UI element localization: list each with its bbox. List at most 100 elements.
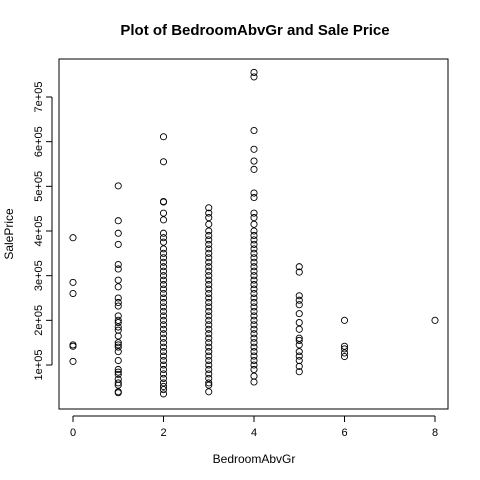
- data-point: [114, 365, 122, 374]
- data-point: [205, 381, 213, 389]
- data-point: [295, 348, 303, 356]
- data-point: [159, 361, 168, 369]
- data-point: [205, 263, 213, 271]
- y-tick-label: 6e+05: [33, 126, 45, 157]
- data-point: [69, 278, 77, 286]
- data-point: [205, 374, 213, 382]
- data-point: [114, 341, 122, 349]
- data-point: [205, 316, 213, 324]
- data-point: [159, 158, 168, 166]
- data-point: [114, 319, 122, 327]
- data-point: [340, 352, 349, 361]
- data-point: [114, 276, 122, 284]
- data-point: [205, 236, 213, 244]
- data-point: [205, 214, 213, 222]
- data-point: [250, 126, 258, 135]
- data-point: [250, 289, 258, 298]
- data-point: [114, 323, 122, 331]
- data-point: [159, 276, 168, 284]
- y-tick-label: 4e+05: [33, 216, 45, 247]
- data-point: [159, 234, 168, 242]
- data-point: [205, 379, 213, 387]
- data-point: [159, 334, 168, 342]
- data-point: [159, 198, 168, 206]
- data-point: [159, 321, 168, 329]
- data-point: [205, 303, 213, 311]
- data-point: [159, 294, 168, 302]
- data-point: [205, 298, 213, 307]
- y-tick-label: 7e+05: [33, 82, 45, 113]
- data-point: [250, 249, 258, 257]
- x-tick-label: 8: [432, 427, 438, 439]
- data-point: [114, 343, 122, 351]
- data-point: [159, 281, 168, 289]
- data-point: [114, 356, 122, 365]
- data-point: [114, 302, 122, 310]
- data-point: [159, 343, 168, 351]
- y-tick-label: 3e+05: [33, 260, 45, 291]
- chart-title: Plot of BedroomAbvGr and Sale Price: [120, 22, 389, 39]
- data-point: [250, 267, 258, 275]
- data-point: [205, 281, 213, 289]
- data-point: [159, 356, 168, 365]
- data-point: [159, 316, 168, 324]
- data-point: [250, 356, 258, 365]
- data-point: [250, 325, 258, 333]
- data-point: [114, 240, 122, 248]
- data-point: [250, 343, 258, 351]
- data-point: [295, 336, 303, 344]
- x-tick-label: 4: [251, 427, 257, 439]
- data-point: [114, 332, 122, 340]
- data-point: [250, 365, 258, 374]
- data-point: [205, 249, 213, 257]
- data-point: [159, 289, 168, 298]
- data-point: [114, 260, 122, 269]
- data-point: [159, 216, 168, 224]
- data-point: [295, 268, 303, 276]
- data-point: [250, 361, 258, 369]
- data-point: [205, 343, 213, 351]
- data-point: [250, 214, 258, 222]
- data-point: [205, 267, 213, 275]
- data-point: [159, 298, 168, 307]
- data-point: [250, 231, 258, 240]
- data-point: [295, 334, 303, 342]
- data-point: [159, 245, 168, 253]
- data-point: [159, 133, 168, 141]
- data-point: [250, 145, 258, 153]
- data-point: [159, 348, 168, 356]
- data-point: [159, 352, 168, 360]
- data-point: [114, 368, 122, 376]
- data-point: [250, 298, 258, 307]
- data-point: [205, 330, 213, 338]
- data-point: [159, 379, 168, 387]
- data-point: [159, 263, 168, 271]
- data-point: [295, 362, 303, 370]
- data-point: [250, 307, 258, 315]
- data-point: [205, 245, 213, 253]
- data-point: [159, 325, 168, 333]
- data-point: [295, 319, 303, 327]
- data-point: [114, 229, 122, 237]
- data-point: [114, 379, 122, 387]
- data-point: [250, 378, 258, 386]
- x-axis: 0 2 4 6 8: [70, 415, 438, 439]
- data-point: [205, 321, 213, 329]
- data-point: [295, 352, 303, 360]
- data-point: [159, 386, 168, 394]
- y-axis-label: SalePrice: [2, 208, 16, 260]
- data-point: [159, 370, 168, 378]
- data-point: [250, 321, 258, 329]
- data-point: [250, 209, 258, 217]
- data-point: [250, 312, 258, 320]
- data-point: [114, 348, 122, 356]
- data-point: [250, 189, 258, 197]
- data-point: [250, 272, 258, 280]
- data-point: [114, 316, 122, 324]
- data-point: [159, 390, 168, 398]
- data-point: [205, 361, 213, 369]
- data-point: [114, 298, 122, 307]
- data-point: [340, 345, 349, 353]
- data-point: [250, 276, 258, 284]
- data-point: [250, 285, 258, 293]
